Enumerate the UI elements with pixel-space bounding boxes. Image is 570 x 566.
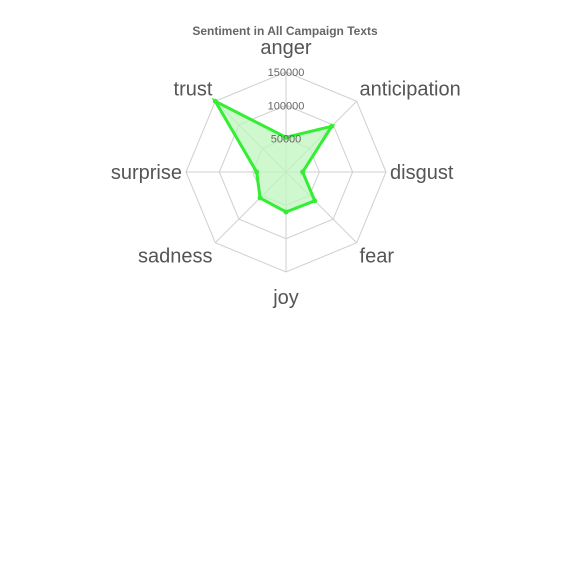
axis-label-joy: joy <box>272 287 299 309</box>
tick-label-2: 150000 <box>268 67 305 79</box>
tick-label-0: 50000 <box>271 134 302 146</box>
data-point-fear <box>312 198 318 204</box>
data-point-trust <box>212 98 218 104</box>
tick-label-1: 100000 <box>268 100 305 112</box>
data-point-anger <box>283 134 289 140</box>
series-area-0 <box>211 97 335 214</box>
data-point-surprise <box>254 169 260 175</box>
axis-label-sadness: sadness <box>138 245 213 267</box>
chart-title: Sentiment in All Campaign Texts <box>192 24 378 38</box>
axis-label-anger: anger <box>260 37 311 59</box>
axis-label-anticipation: anticipation <box>360 79 461 101</box>
axis-label-surprise: surprise <box>111 162 182 184</box>
data-point-joy <box>283 209 289 215</box>
data-point-disgust <box>300 169 306 175</box>
axis-label-trust: trust <box>174 79 213 101</box>
data-point-anticipation <box>329 123 335 129</box>
data-point-sadness <box>257 195 263 201</box>
axis-label-fear: fear <box>360 245 395 267</box>
axis-label-disgust: disgust <box>390 162 454 184</box>
